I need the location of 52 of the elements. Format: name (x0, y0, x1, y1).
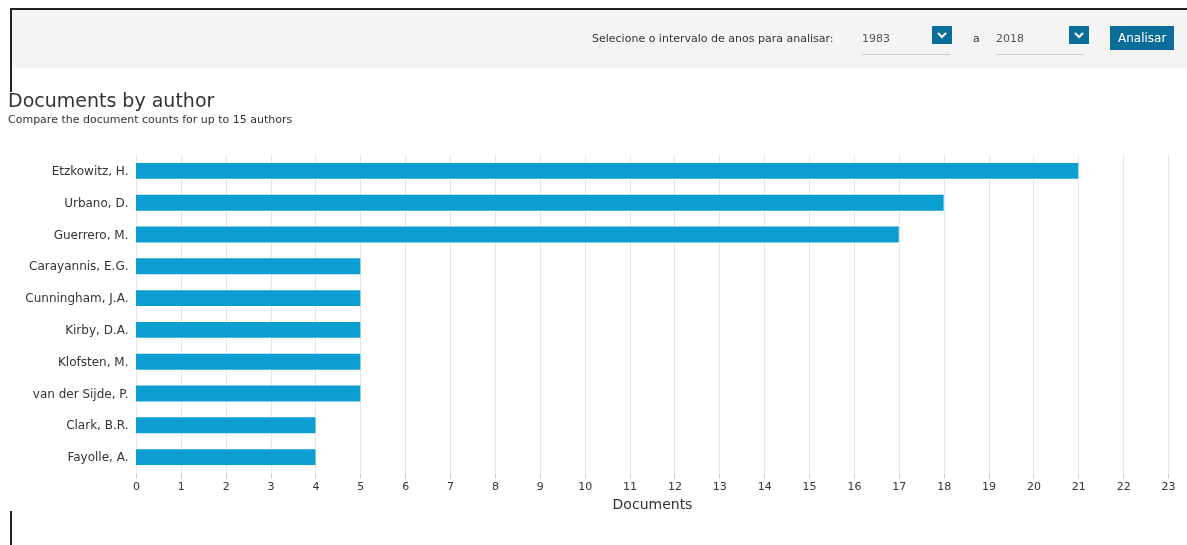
x-tick-label: 17 (892, 479, 907, 493)
x-axis-title: Documents (612, 495, 693, 512)
x-tick-label: 22 (1116, 479, 1131, 493)
y-tick-label: Cunningham, J.A. (25, 291, 129, 306)
bar (136, 353, 361, 370)
chart-subtitle: Compare the document counts for up to 15 authors (8, 113, 293, 126)
y-tick-label: Urbano, D. (64, 195, 129, 210)
y-tick-label: Carayannis, E.G. (29, 259, 129, 274)
text: a (973, 32, 980, 45)
x-tick-label: 21 (1071, 479, 1086, 493)
y-tick-label: Kirby, D.A. (65, 322, 129, 337)
x-tick-label: 18 (937, 479, 952, 493)
bar (136, 194, 944, 211)
y-tick-label: Fayolle, A. (67, 450, 129, 465)
x-tick-label: 0 (133, 479, 140, 493)
x-tick-label: 8 (491, 479, 499, 493)
text: Analisar (1110, 26, 1175, 50)
bar (136, 417, 316, 434)
x-tick-label: 11 (623, 479, 638, 493)
bar (136, 385, 361, 402)
x-tick-label: 6 (402, 479, 410, 493)
x-tick-label: 19 (982, 479, 997, 493)
y-tick-label: Etzkowitz, H. (51, 163, 129, 178)
bar (136, 321, 361, 338)
y-tick-label: Guerrero, M. (53, 227, 129, 242)
x-tick-label: 10 (578, 479, 593, 493)
x-tick-label: 14 (757, 479, 772, 493)
chart-title: Documents by author (8, 89, 215, 111)
x-tick-label: 4 (312, 479, 320, 493)
bar (136, 449, 316, 466)
x-tick-label: 5 (357, 479, 365, 493)
y-tick-label: Clark, B.R. (66, 418, 129, 433)
text: 2018 (996, 28, 1084, 55)
x-tick-label: 1 (177, 479, 185, 493)
bar (136, 290, 361, 307)
x-tick-label: 7 (447, 479, 455, 493)
x-tick-label: 9 (536, 479, 544, 493)
x-tick-label: 23 (1161, 479, 1176, 493)
x-tick-label: 15 (802, 479, 817, 493)
x-tick-label: 2 (222, 479, 230, 493)
x-tick-label: 16 (847, 479, 862, 493)
x-tick-label: 12 (667, 479, 682, 493)
bar (136, 258, 361, 275)
x-tick-label: 13 (712, 479, 727, 493)
x-tick-label: 3 (267, 479, 275, 493)
text: Selecione o intervalo de anos para analisar: (592, 32, 834, 45)
text: 1983 (862, 28, 950, 55)
y-tick-label: van der Sijde, P. (32, 386, 129, 401)
bar (136, 162, 1079, 179)
y-tick-label: Klofsten, M. (57, 354, 129, 369)
x-tick-label: 20 (1026, 479, 1041, 493)
bar (136, 226, 899, 243)
